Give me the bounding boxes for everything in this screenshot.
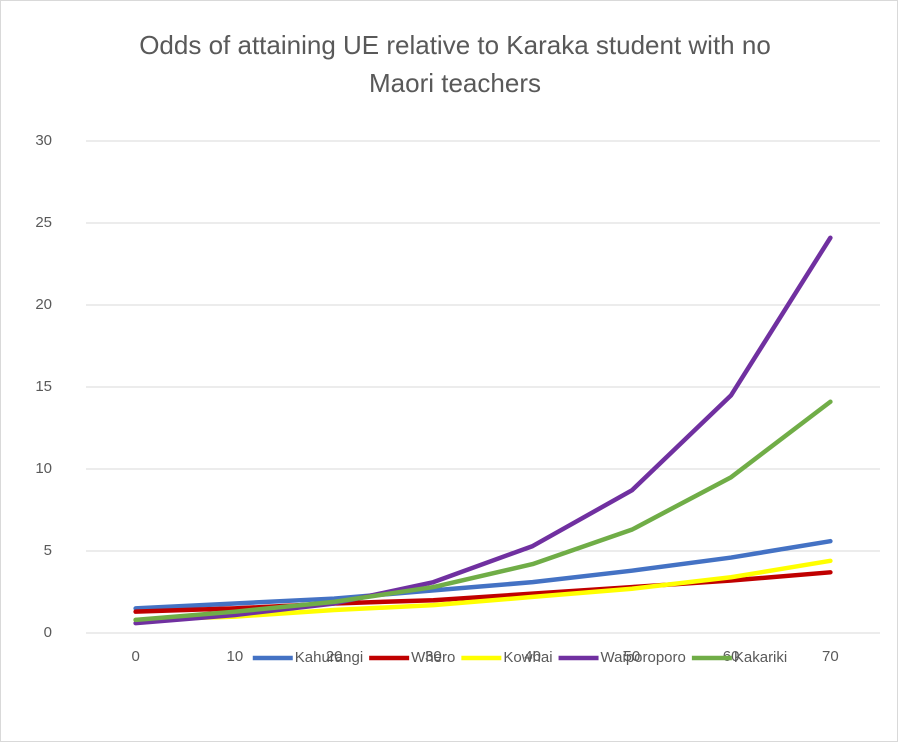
x-tick-label: 30 [425,648,442,665]
series-line [133,399,833,623]
series-line [133,570,833,614]
y-tick-label: 5 [44,542,52,559]
y-tick-label: 0 [44,624,52,641]
chart-title: Odds of attaining UE relative to Karaka … [139,30,771,98]
legend-label: Kahurangi [295,649,363,666]
y-tick-label: 30 [35,132,52,149]
legend-label: Whero [411,649,455,666]
y-tick-label: 20 [35,296,52,313]
legend-label: Waiporoporo [601,649,686,666]
legend-label: Kowhai [503,649,552,666]
series-line [133,235,833,626]
series-line [133,558,833,623]
x-tick-label: 50 [624,648,641,665]
y-tick-label: 10 [35,460,52,477]
y-tick-label: 25 [35,214,52,231]
x-tick-label: 0 [131,648,139,665]
x-tick-label: 40 [524,648,541,665]
x-tick-label: 10 [227,648,244,665]
x-tick-label: 70 [822,648,839,665]
x-tick-label: 20 [326,648,343,665]
legend-label: Kakariki [734,649,787,666]
y-tick-label: 15 [35,378,52,395]
series-line [133,538,833,611]
